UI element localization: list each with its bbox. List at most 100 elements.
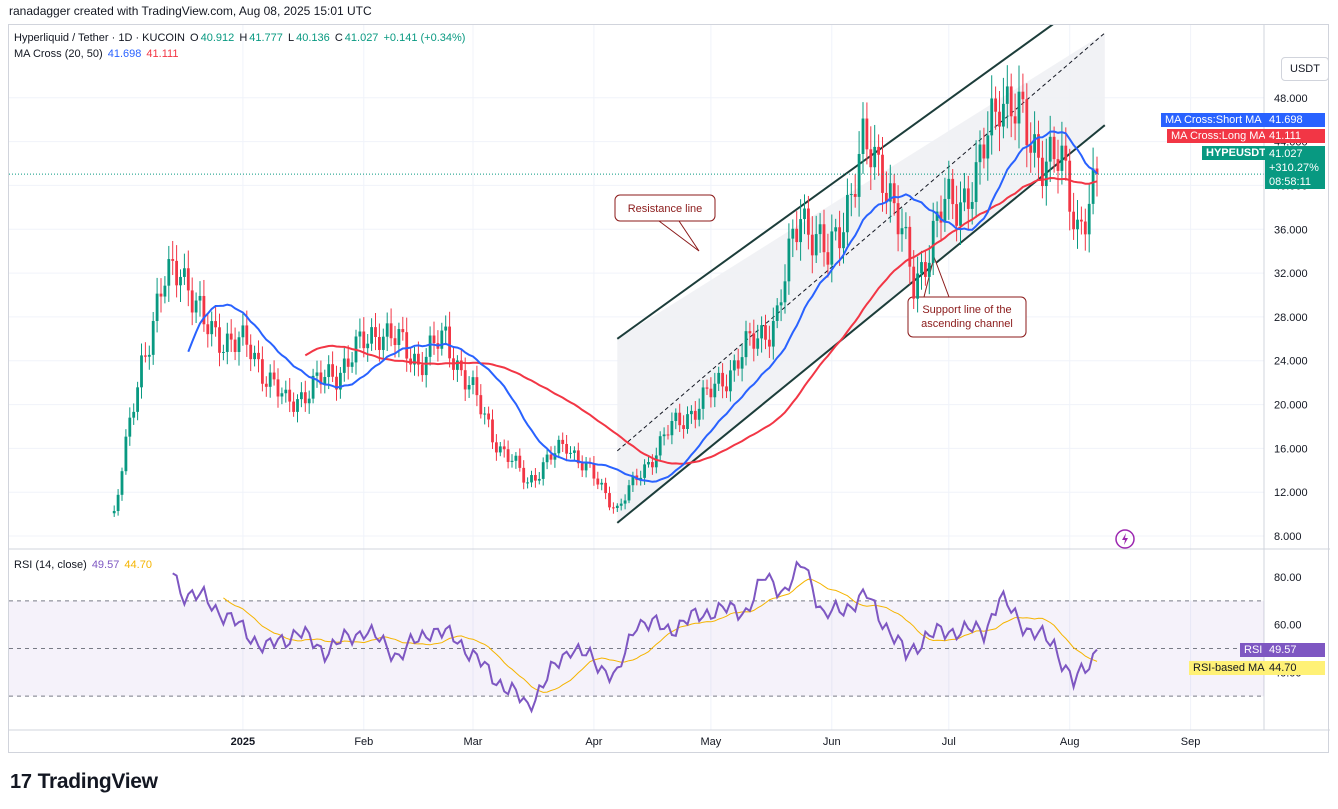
candle-body [292, 401, 295, 412]
support-callout-box [907, 296, 1027, 338]
candle-body [350, 362, 354, 367]
candle-body [955, 204, 958, 226]
price-tick-label: 12.000 [1274, 487, 1308, 499]
candle-body [132, 411, 136, 418]
rsi-ma-line [223, 578, 1098, 693]
bar-countdown: 08:58:11 [1269, 176, 1312, 188]
symbol-tag: HYPEUSDT [1202, 146, 1270, 160]
candle-body [378, 337, 381, 350]
currency-button[interactable]: USDT [1281, 57, 1329, 81]
candle-body [272, 372, 276, 380]
rsi-title: RSI (14, close) [14, 559, 87, 571]
candle-body [495, 442, 498, 453]
candle-body [604, 482, 607, 494]
candle-body [596, 478, 600, 485]
ma-legend[interactable]: MA Cross (20, 50) 41.698 41.111 [14, 48, 180, 60]
candle-body [245, 325, 249, 345]
candle-body [1002, 103, 1005, 127]
ma-long-value-tag: 41.111 [1265, 129, 1325, 143]
candle-body [1048, 136, 1052, 162]
candle-body [424, 356, 428, 376]
candle-body [994, 98, 997, 112]
candle-body [752, 333, 756, 349]
candle-body [518, 455, 522, 468]
resistance-line [616, 25, 1054, 340]
candle-body [253, 352, 256, 360]
candle-body [136, 387, 139, 412]
support-label-line1: Support line of the [922, 304, 1011, 316]
candle-body [1087, 203, 1091, 235]
candle-body [771, 320, 775, 347]
candle-body [561, 439, 565, 444]
candle-body [397, 329, 401, 346]
candle-body [959, 202, 962, 226]
candle-body [183, 268, 186, 277]
candle-body [151, 321, 155, 355]
candle-body [222, 351, 225, 353]
candle-body [920, 262, 923, 274]
open-label: O [190, 32, 199, 44]
candle-body [853, 194, 857, 197]
candle-body [483, 413, 487, 415]
candle-body [545, 454, 549, 463]
candle-body [963, 188, 966, 203]
candle-body [631, 475, 635, 486]
price-chart[interactable]: Resistance line Support line of the ascend… [9, 25, 1330, 754]
candle-body [1076, 219, 1079, 230]
candle-body [194, 300, 198, 313]
high-label: H [239, 32, 248, 44]
high-value: 41.777 [249, 32, 283, 44]
candle-body [214, 321, 217, 328]
lightning-icon[interactable] [1114, 528, 1136, 550]
candle-body [842, 232, 845, 249]
candle-body [284, 389, 288, 394]
candle-body [865, 118, 869, 150]
candle-body [1017, 91, 1021, 124]
time-tick-label: Apr [585, 736, 602, 748]
candle-body [619, 503, 623, 506]
candle-body [756, 338, 760, 349]
candle-body [1033, 134, 1036, 153]
candle-body [385, 323, 389, 337]
candle-body [327, 364, 331, 378]
candle-body [420, 364, 424, 376]
candle-body [502, 446, 506, 450]
candle-body [904, 226, 908, 229]
candle-body [381, 336, 385, 350]
candle-body [506, 449, 510, 462]
candle-body [779, 302, 783, 306]
candle-body [128, 417, 132, 437]
candle-body [144, 355, 147, 357]
candle-body [709, 388, 713, 398]
candle-body [346, 358, 350, 367]
rsi-line [172, 560, 1098, 714]
price-tick-label: 16.000 [1274, 443, 1308, 455]
candle-body [339, 372, 342, 390]
candle-body [931, 220, 935, 263]
candle-body [861, 118, 865, 154]
candle-body [1025, 99, 1029, 146]
candle-body [116, 494, 120, 512]
candle-body [522, 467, 526, 483]
candle-body [927, 262, 931, 277]
candle-body [120, 471, 124, 495]
price-tick-label: 28.000 [1274, 312, 1308, 324]
candle-body [764, 325, 767, 340]
candle-body [947, 178, 951, 199]
ma-short-label-tag: MA Cross:Short MA [1161, 113, 1266, 127]
candle-body [877, 146, 880, 155]
candle-body [280, 393, 284, 397]
resistance-callout-pointer [657, 220, 700, 252]
candle-body [405, 332, 409, 359]
rsi-legend[interactable]: RSI (14, close) 49.57 44.70 [14, 559, 154, 571]
time-tick-label: Jul [942, 736, 956, 748]
candle-body [810, 234, 814, 256]
candle-body [456, 360, 459, 370]
ma-long-line [304, 176, 1098, 465]
ma-long-value: 41.111 [146, 48, 179, 60]
ma-short-value: 41.698 [107, 48, 142, 60]
rsi-ma-label-tag: RSI-based MA [1189, 661, 1269, 675]
time-tick-label: Jun [823, 736, 841, 748]
candle-body [1029, 145, 1033, 153]
